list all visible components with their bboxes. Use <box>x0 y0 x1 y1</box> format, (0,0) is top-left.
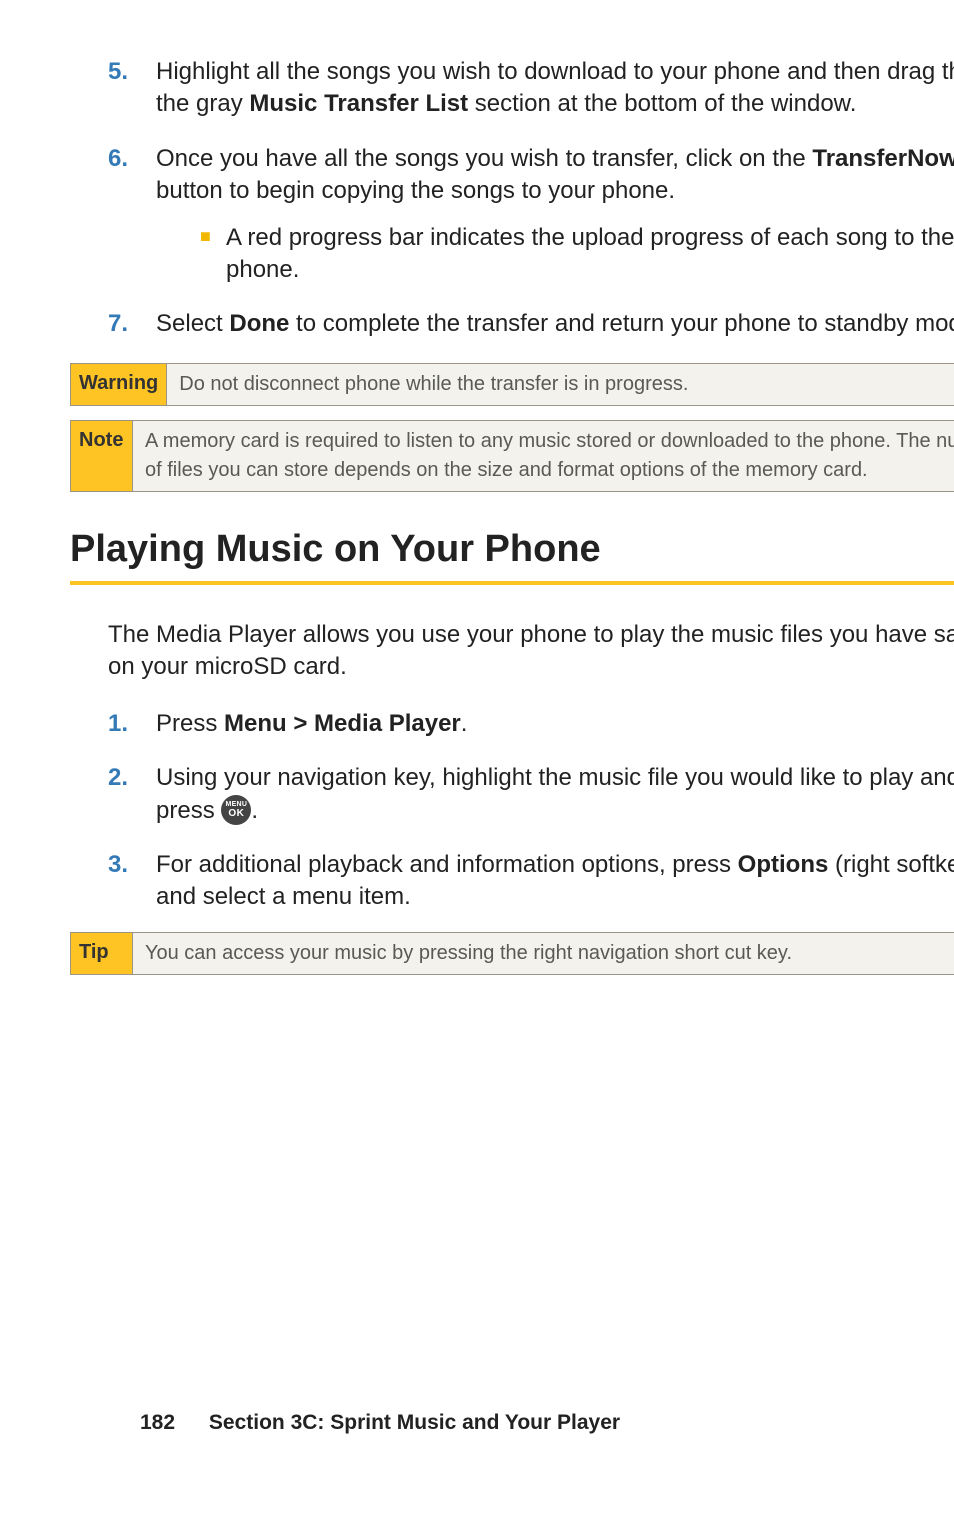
page-footer: 182 Section 3C: Sprint Music and Your Pl… <box>140 1409 620 1437</box>
step-body: Once you have all the songs you wish to … <box>156 143 954 287</box>
step-number: 6. <box>108 143 156 287</box>
bullet-marker-icon: ■ <box>200 222 226 287</box>
tip-callout: Tip You can access your music by pressin… <box>70 932 954 975</box>
step-text-pre: Using your navigation key, highlight the… <box>156 764 954 823</box>
ok-text: OK <box>228 809 244 819</box>
warning-text: Do not disconnect phone while the transf… <box>167 364 954 405</box>
step-1: 1. Press Menu > Media Player. <box>70 708 954 740</box>
warning-callout: Warning Do not disconnect phone while th… <box>70 363 954 406</box>
step-bold: Done <box>229 310 289 337</box>
step-2: 2. Using your navigation key, highlight … <box>70 762 954 827</box>
note-label: Note <box>71 421 133 491</box>
footer-section: Section 3C: Sprint Music and Your Player <box>209 1411 620 1434</box>
step-text-post: button to begin copying the songs to you… <box>156 177 675 204</box>
step-body: Select Done to complete the transfer and… <box>156 308 954 340</box>
note-callout: Note A memory card is required to listen… <box>70 420 954 492</box>
page-number: 182 <box>140 1411 175 1434</box>
intro-paragraph: The Media Player allows you use your pho… <box>70 619 954 684</box>
title-rule <box>70 581 954 585</box>
step-number: 2. <box>108 762 156 827</box>
tip-label: Tip <box>71 933 133 974</box>
bullet-text: A red progress bar indicates the upload … <box>226 222 954 287</box>
menu-ok-icon: MENUOK <box>221 795 251 825</box>
step-bold: Music Transfer List <box>249 90 468 117</box>
note-text: A memory card is required to listen to a… <box>133 421 954 491</box>
step-text-pre: Press <box>156 710 224 737</box>
warning-label: Warning <box>71 364 167 405</box>
step-text-post: . <box>251 797 258 824</box>
step-6: 6. Once you have all the songs you wish … <box>70 143 954 287</box>
step-text-pre: Select <box>156 310 229 337</box>
sub-bullet: ■ A red progress bar indicates the uploa… <box>156 222 954 287</box>
step-number: 3. <box>108 849 156 914</box>
menu-text: MENU <box>225 801 247 808</box>
step-5: 5. Highlight all the songs you wish to d… <box>70 56 954 121</box>
step-bold: Options <box>738 851 829 878</box>
step-number: 5. <box>108 56 156 121</box>
tip-text: You can access your music by pressing th… <box>133 933 954 974</box>
step-number: 1. <box>108 708 156 740</box>
step-text-pre: Once you have all the songs you wish to … <box>156 145 812 172</box>
page: 5. Highlight all the songs you wish to d… <box>70 56 954 1487</box>
step-bold: Menu > Media Player <box>224 710 461 737</box>
step-body: Using your navigation key, highlight the… <box>156 762 954 827</box>
step-3: 3. For additional playback and informati… <box>70 849 954 914</box>
step-7: 7. Select Done to complete the transfer … <box>70 308 954 340</box>
step-text-pre: For additional playback and information … <box>156 851 738 878</box>
step-body: Press Menu > Media Player. <box>156 708 954 740</box>
step-text-post: to complete the transfer and return your… <box>289 310 954 337</box>
step-number: 7. <box>108 308 156 340</box>
step-body: Highlight all the songs you wish to down… <box>156 56 954 121</box>
step-text-post: . <box>461 710 468 737</box>
step-body: For additional playback and information … <box>156 849 954 914</box>
step-text-post: section at the bottom of the window. <box>468 90 856 117</box>
step-bold: TransferNow <box>812 145 954 172</box>
content: 5. Highlight all the songs you wish to d… <box>70 56 954 975</box>
section-title: Playing Music on Your Phone <box>70 524 954 577</box>
